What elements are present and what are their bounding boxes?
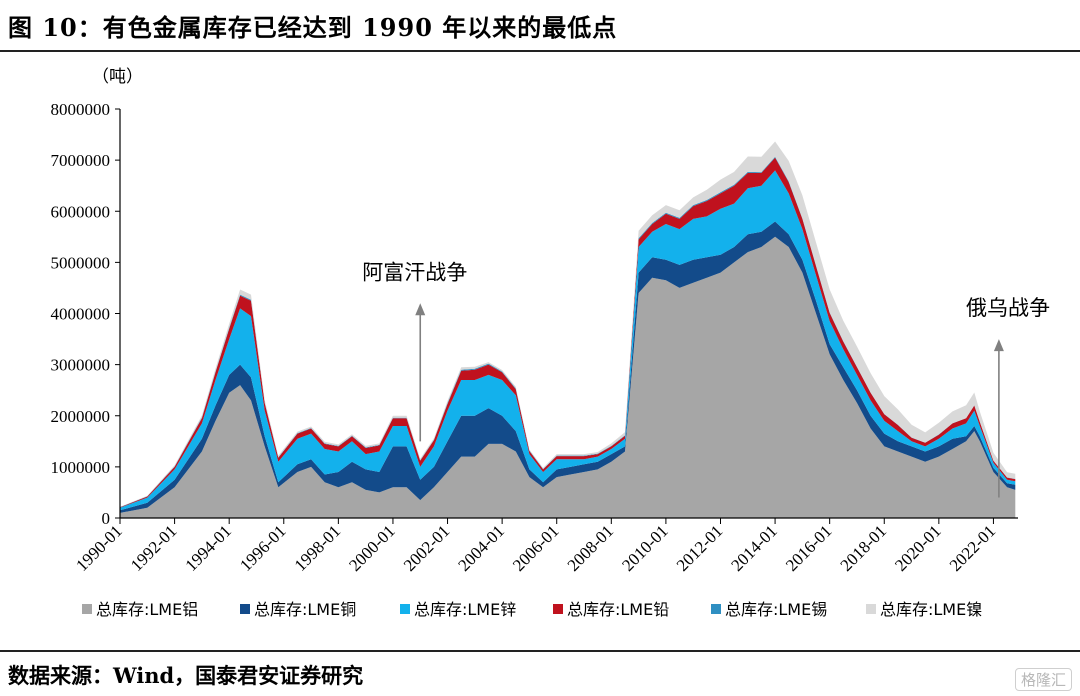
- series-area-3: [120, 170, 1016, 511]
- x-tick-label: 2014-01: [727, 521, 781, 575]
- series-area-6: [120, 141, 1016, 507]
- y-tick-label: 4000000: [51, 305, 111, 324]
- x-tick-label: 2002-01: [400, 521, 454, 575]
- watermark: 格隆汇: [1014, 668, 1072, 691]
- title-rule: [0, 50, 1080, 52]
- annotation-arrow-head: [415, 303, 426, 316]
- annotation-label: 俄乌战争: [966, 296, 1050, 320]
- series-area-1: [120, 236, 1016, 519]
- y-tick-label: 0: [102, 509, 111, 528]
- legend-swatch: [711, 604, 721, 614]
- legend-swatch: [553, 604, 563, 614]
- x-tick-label: 2010-01: [618, 521, 672, 575]
- axes: [115, 108, 1018, 524]
- legend-label: 总库存:LME铅: [567, 600, 669, 619]
- y-tick-label: 3000000: [51, 356, 111, 375]
- x-tick-label: 2018-01: [837, 521, 891, 575]
- y-tick-label: 8000000: [51, 100, 111, 119]
- x-tick-label: 1992-01: [127, 521, 181, 575]
- x-tick-label: 2008-01: [564, 521, 618, 575]
- annotation-arrow-head: [993, 339, 1004, 352]
- x-tick-label: 2012-01: [673, 521, 727, 575]
- x-tick-label: 2016-01: [782, 521, 836, 575]
- x-tick-label: 2020-01: [891, 521, 945, 575]
- legend-swatch: [240, 604, 250, 614]
- y-tick-label: 6000000: [51, 202, 111, 221]
- figure-title: 图 10：有色金属库存已经达到 1990 年以来的最低点: [8, 13, 618, 42]
- y-tick-label: 1000000: [51, 458, 111, 477]
- x-tick-label: 2006-01: [509, 521, 563, 575]
- legend-label: 总库存:LME锌: [414, 600, 516, 619]
- legend: 总库存:LME铝 总库存:LME铜 总库存:LME锌 总库存:LME铅 总库存:LME锡…: [82, 600, 982, 619]
- legend-label: 总库存:LME铝: [96, 600, 198, 619]
- x-tick-label: 2000-01: [345, 521, 399, 575]
- plot-area: [120, 141, 1016, 519]
- legend-swatch: [866, 604, 876, 614]
- y-tick-label: 5000000: [51, 253, 111, 272]
- x-tick-label: 1998-01: [291, 521, 345, 575]
- legend-swatch: [82, 604, 92, 614]
- footer-rule: [0, 650, 1080, 652]
- legend-label: 总库存:LME镍: [880, 600, 982, 619]
- series-area-4: [120, 157, 1016, 508]
- stacked-area-chart: 0 1000000 2000000 3000000 4000000 5000000 6000…: [51, 67, 1051, 619]
- annotation-label: 阿富汗战争: [362, 260, 467, 284]
- source-note: 数据来源：Wind，国泰君安证券研究: [8, 663, 364, 688]
- y-unit-label: （吨）: [92, 67, 143, 87]
- legend-swatch: [400, 604, 410, 614]
- x-tick-label: 2022-01: [946, 521, 1000, 575]
- x-tick-label: 1996-01: [236, 521, 290, 575]
- x-tick-label: 2004-01: [454, 521, 508, 575]
- y-tick-label: 2000000: [51, 407, 111, 426]
- x-tick-label: 1990-01: [72, 521, 126, 575]
- y-tick-label: 7000000: [51, 151, 111, 170]
- legend-label: 总库存:LME锡: [725, 600, 827, 619]
- x-tick-label: 1994-01: [181, 521, 235, 575]
- legend-label: 总库存:LME铜: [254, 600, 356, 619]
